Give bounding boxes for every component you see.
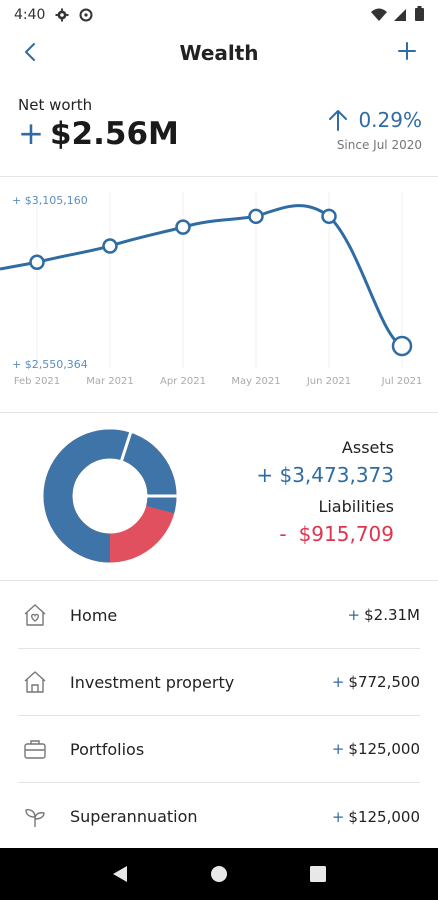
triangle-back-icon [112, 866, 127, 882]
arrow-up-icon [329, 110, 348, 131]
net-worth-section: Net worth + $2.56M 0.29% Since Jul 2020 [18, 96, 422, 166]
assets-liabilities-donut [42, 428, 178, 564]
sprout-icon [20, 802, 50, 832]
data-point[interactable] [29, 254, 45, 271]
add-button[interactable] [392, 36, 422, 66]
data-point[interactable] [391, 335, 413, 357]
plus-icon [398, 42, 416, 60]
liabilities-label: Liabilities [318, 497, 394, 516]
change-since: Since Jul 2020 [336, 138, 422, 152]
battery-icon [415, 5, 424, 25]
house-icon [20, 667, 50, 697]
data-point[interactable] [102, 238, 118, 254]
list-item-label: Home [70, 605, 118, 625]
series-line [0, 204, 403, 348]
change-percent: 0.29% [358, 108, 422, 132]
divider [0, 580, 438, 581]
list-item-home[interactable]: Home + $2.31M [18, 582, 420, 649]
x-tick-label: Apr 2021 [160, 376, 206, 387]
list-item-value: + $125,000 [331, 807, 420, 826]
net-worth-sign: + [18, 116, 44, 152]
back-button[interactable] [16, 38, 44, 66]
divider [0, 176, 438, 177]
list-item-portfolios[interactable]: Portfolios + $125,000 [18, 716, 420, 783]
nav-back-button[interactable] [108, 862, 132, 886]
settings-gear-icon [55, 8, 69, 22]
x-tick-label: Jun 2021 [306, 376, 351, 387]
list-item-investment-property[interactable]: Investment property + $772,500 [18, 649, 420, 716]
wifi-icon [371, 8, 387, 22]
data-point[interactable] [175, 219, 191, 235]
x-tick-label: May 2021 [231, 376, 280, 387]
net-worth-chart[interactable]: + $3,105,160 + $2,550,364 Feb 2021 Mar 20… [0, 178, 438, 410]
assets-label: Assets [341, 438, 394, 457]
nav-recents-button[interactable] [306, 862, 330, 886]
list-item-superannuation[interactable]: Superannuation + $125,000 [18, 783, 420, 850]
chart-svg: + $3,105,160 + $2,550,364 Feb 2021 Mar 20… [0, 192, 423, 387]
liabilities-amount: $915,709 [298, 522, 394, 546]
net-worth-label: Net worth [18, 96, 93, 114]
x-tick-label: Jul 2021 [381, 376, 423, 387]
system-nav-bar [0, 848, 438, 900]
list-item-value: + $772,500 [331, 673, 420, 691]
data-saver-icon [79, 8, 93, 22]
chart-max-label: + $3,105,160 [12, 194, 88, 207]
assets-liabilities-summary: Assets + $3,473,373 Liabilities - $915,70… [256, 438, 394, 546]
home-heart-icon [20, 600, 50, 630]
app-bar: Wealth [0, 30, 438, 76]
data-point[interactable] [248, 208, 264, 225]
liabilities-value: - $915,709 [256, 522, 394, 546]
net-worth-value: + $2.56M [18, 116, 422, 152]
circle-home-icon [210, 866, 227, 882]
liabilities-sign: - [279, 522, 287, 546]
assets-value: + $3,473,373 [256, 463, 394, 487]
signal-icon [393, 8, 407, 22]
x-tick-label: Mar 2021 [86, 376, 134, 387]
square-recents-icon [310, 866, 327, 882]
list-item-label: Superannuation [70, 807, 198, 826]
back-arrow-icon [25, 43, 35, 61]
divider [0, 412, 438, 413]
net-worth-amount: $2.56M [49, 116, 179, 152]
status-bar: 4:40 [0, 0, 438, 30]
assets-sign: + [256, 463, 274, 487]
data-point[interactable] [321, 208, 337, 225]
list-item-value: + $125,000 [331, 740, 420, 758]
nav-home-button[interactable] [207, 862, 231, 886]
briefcase-icon [20, 734, 50, 764]
list-item-value: + $2.31M [347, 606, 420, 624]
page-title: Wealth [179, 41, 259, 65]
net-worth-change: 0.29% Since Jul 2020 [328, 108, 422, 152]
x-tick-label: Feb 2021 [14, 376, 60, 387]
list-item-label: Investment property [70, 672, 235, 692]
assets-amount: $3,473,373 [279, 463, 394, 487]
status-time: 4:40 [14, 7, 46, 23]
wealth-list: Home + $2.31M Investment property + $772,5… [18, 582, 420, 850]
chart-min-label: + $2,550,364 [12, 358, 88, 371]
list-item-label: Portfolios [70, 739, 145, 759]
